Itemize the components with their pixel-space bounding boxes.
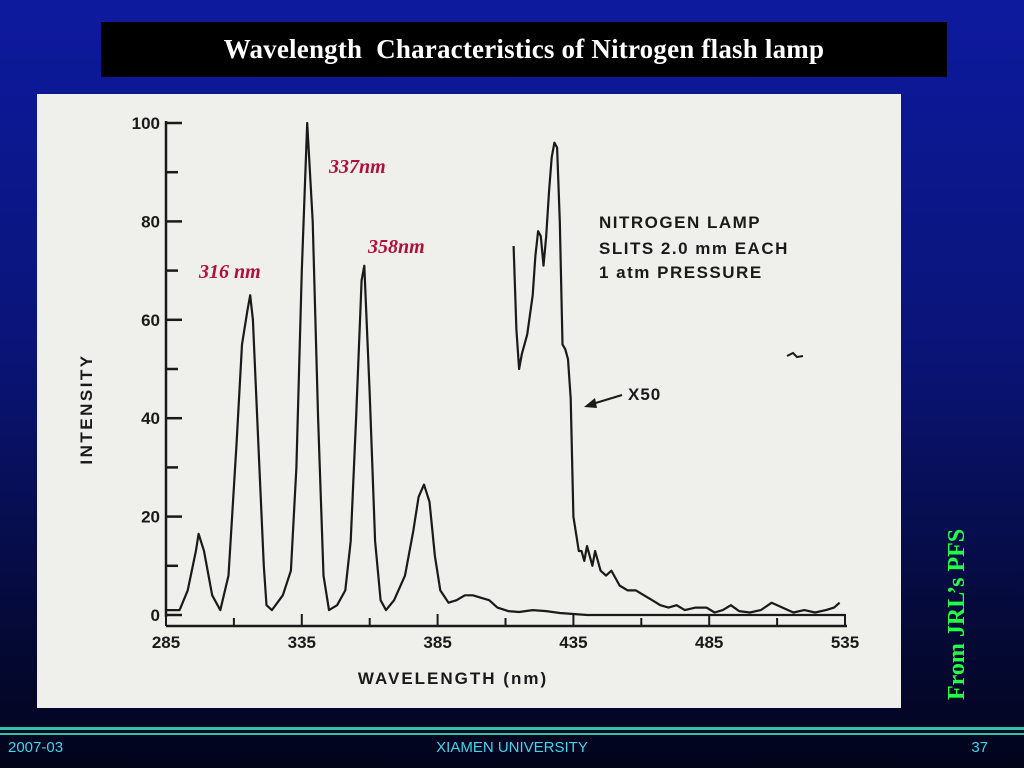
x-tick-label: 485	[695, 633, 723, 652]
x-tick-label: 285	[152, 633, 180, 652]
y-tick-label: 20	[141, 508, 160, 527]
axes: 0 20 40 60 80 100 285 335 385 435 485 535	[132, 114, 860, 652]
info-line-3: 1 atm PRESSURE	[599, 263, 763, 282]
footer-divider-top	[0, 727, 1024, 730]
x50-arrow-head	[584, 398, 597, 408]
info-line-2: SLITS 2.0 mm EACH	[599, 239, 789, 258]
chart-panel: 0 20 40 60 80 100 285 335 385 435 485 535 INTENSITY…	[37, 94, 901, 708]
scan-mark	[786, 351, 804, 359]
footer-organization: XIAMEN UNIVERSITY	[436, 739, 588, 756]
peak-label-316: 316 nm	[198, 261, 261, 283]
y-tick-label: 40	[141, 409, 160, 428]
footer-page-number: 37	[971, 739, 988, 756]
x-axis-label: WAVELENGTH (nm)	[358, 669, 548, 688]
peak-label-337: 337nm	[328, 156, 386, 178]
y-tick-label: 80	[141, 212, 160, 231]
footer-divider-bottom	[0, 733, 1024, 735]
series-line-main	[166, 121, 845, 617]
peak-label-358: 358nm	[367, 236, 425, 258]
info-line-1: NITROGEN LAMP	[599, 213, 761, 232]
x-tick-label: 535	[831, 633, 859, 652]
x-tick-label: 335	[288, 633, 316, 652]
x-tick-label: 385	[423, 633, 451, 652]
footer-date: 2007-03	[8, 739, 64, 756]
x50-label: X50	[628, 385, 661, 404]
y-tick-label: 0	[151, 606, 160, 625]
slide-title: Wavelength Characteristics of Nitrogen f…	[223, 34, 825, 64]
chart-text-layer: INTENSITY WAVELENGTH (nm) NITROGEN LAMP …	[77, 156, 804, 688]
y-tick-label: 60	[141, 311, 160, 330]
x-tick-label: 435	[559, 633, 587, 652]
series-layer	[166, 121, 845, 617]
series-line-x50	[512, 141, 841, 614]
slide-title-bar: Wavelength Characteristics of Nitrogen f…	[101, 22, 947, 77]
source-credit: From JRL’s PFS	[944, 528, 970, 700]
y-tick-label: 100	[132, 114, 160, 133]
spectrum-chart: 0 20 40 60 80 100 285 335 385 435 485 535 INTENSITY…	[77, 114, 860, 688]
y-axis-label: INTENSITY	[77, 353, 96, 464]
